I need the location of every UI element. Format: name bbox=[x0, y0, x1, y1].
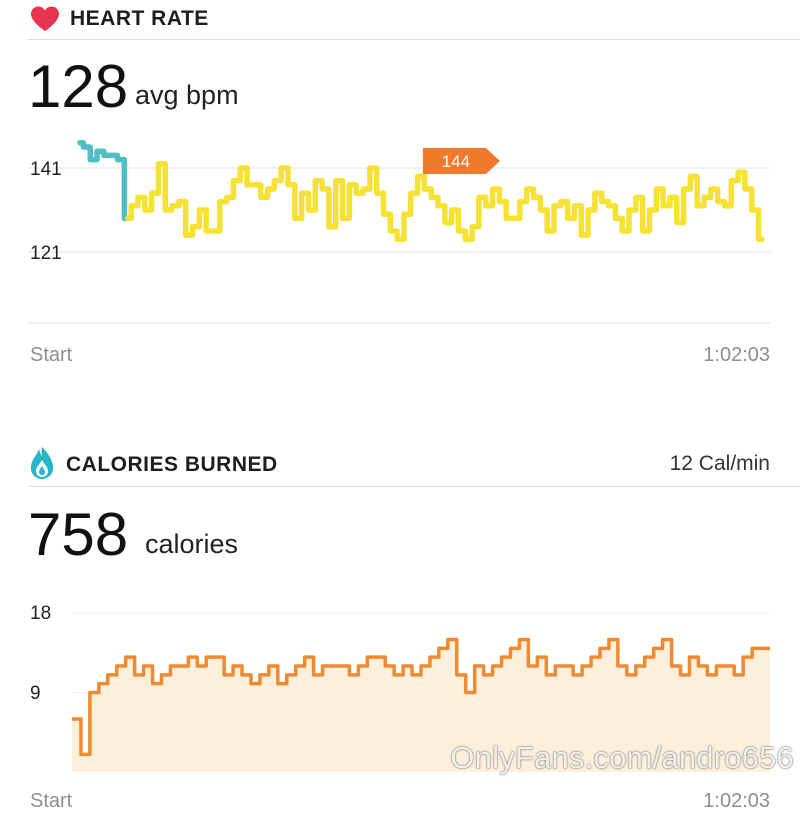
calories-end-label: 1:02:03 bbox=[703, 790, 770, 812]
heart-rate-average: 128 bbox=[28, 53, 129, 120]
heart-rate-divider bbox=[28, 39, 800, 40]
calories-step-line bbox=[72, 637, 770, 757]
heart-icon bbox=[31, 6, 59, 31]
heart-rate-y-label-141: 141 bbox=[30, 159, 62, 180]
heart-rate-y-label-121: 121 bbox=[30, 243, 62, 264]
heart-rate-end-label: 1:02:03 bbox=[703, 344, 770, 366]
flame-icon bbox=[30, 447, 54, 479]
peak-value-label: 144 bbox=[442, 152, 470, 171]
calories-y-label-9: 9 bbox=[30, 683, 41, 704]
calories-title: CALORIES BURNED bbox=[66, 453, 278, 476]
calories-divider bbox=[28, 486, 800, 487]
peak-badge-shape bbox=[422, 148, 500, 174]
heart-rate-peak-callout: 144 bbox=[422, 148, 500, 174]
heart-rate-title: HEART RATE bbox=[70, 7, 209, 30]
heart-rate-header: HEART RATE bbox=[0, 0, 800, 38]
calories-unit: calories bbox=[145, 529, 239, 559]
heart-rate-start-label: Start bbox=[30, 344, 73, 366]
calories-area-fill bbox=[72, 639, 770, 772]
calories-start-label: Start bbox=[30, 790, 73, 812]
heart-rate-segment bbox=[752, 207, 765, 243]
calories-y-label-18: 18 bbox=[30, 603, 52, 624]
calories-rate: 12 Cal/min bbox=[669, 452, 770, 475]
calories-header: CALORIES BURNED 12 Cal/min bbox=[0, 442, 800, 486]
watermark-text: OnlyFans.com/andro656 bbox=[450, 740, 794, 775]
heart-rate-unit: avg bpm bbox=[135, 80, 239, 110]
calories-total: 758 bbox=[28, 501, 129, 568]
